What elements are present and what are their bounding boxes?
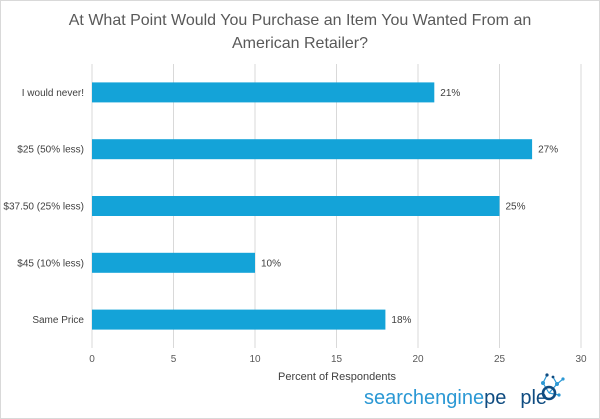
x-tick-label: 15 — [331, 354, 343, 365]
category-label: $37.50 (25% less) — [3, 202, 84, 213]
x-tick-label: 25 — [494, 354, 506, 365]
data-label: 27% — [538, 145, 558, 156]
x-axis-title: Percent of Respondents — [278, 371, 397, 383]
data-label: 25% — [506, 202, 526, 213]
data-labels: 21% 27% 25% 10% 18% — [261, 88, 558, 326]
network-icon — [541, 373, 565, 401]
logo-word-search: search — [364, 387, 424, 409]
bar — [92, 139, 533, 160]
chart-title-line-2: American Retailer? — [232, 35, 368, 52]
x-tick-label: 0 — [89, 354, 95, 365]
bar — [92, 252, 255, 273]
logo-word-ple: ple — [520, 387, 547, 409]
bar — [92, 196, 500, 216]
x-tick-label: 5 — [171, 354, 177, 365]
logo-text: searchenginepe ple — [364, 387, 547, 409]
category-labels: I would never! $25 (50% less) $37.50 (25% … — [3, 88, 84, 326]
data-label: 18% — [391, 315, 411, 326]
data-label: 21% — [440, 88, 460, 99]
x-tick-label: 10 — [249, 354, 261, 365]
bar — [92, 82, 435, 103]
category-label: Same Price — [32, 315, 84, 326]
bar — [92, 309, 386, 330]
category-label: $25 (50% less) — [17, 145, 84, 156]
logo-word-engine: engine — [424, 387, 484, 409]
x-tick-labels: 0 5 10 15 20 25 30 — [89, 354, 587, 365]
logo-word-pe: pe — [484, 387, 506, 409]
category-label: I would never! — [22, 88, 84, 99]
chart-title-line-1: At What Point Would You Purchase an Item… — [69, 12, 532, 29]
data-label: 10% — [261, 258, 281, 269]
x-tick-label: 20 — [412, 354, 424, 365]
search-engine-people-logo: searchenginepe ple — [364, 373, 565, 409]
chart-title: At What Point Would You Purchase an Item… — [69, 12, 532, 52]
bars — [92, 82, 533, 330]
category-label: $45 (10% less) — [17, 258, 84, 269]
x-tick-label: 30 — [575, 354, 587, 365]
